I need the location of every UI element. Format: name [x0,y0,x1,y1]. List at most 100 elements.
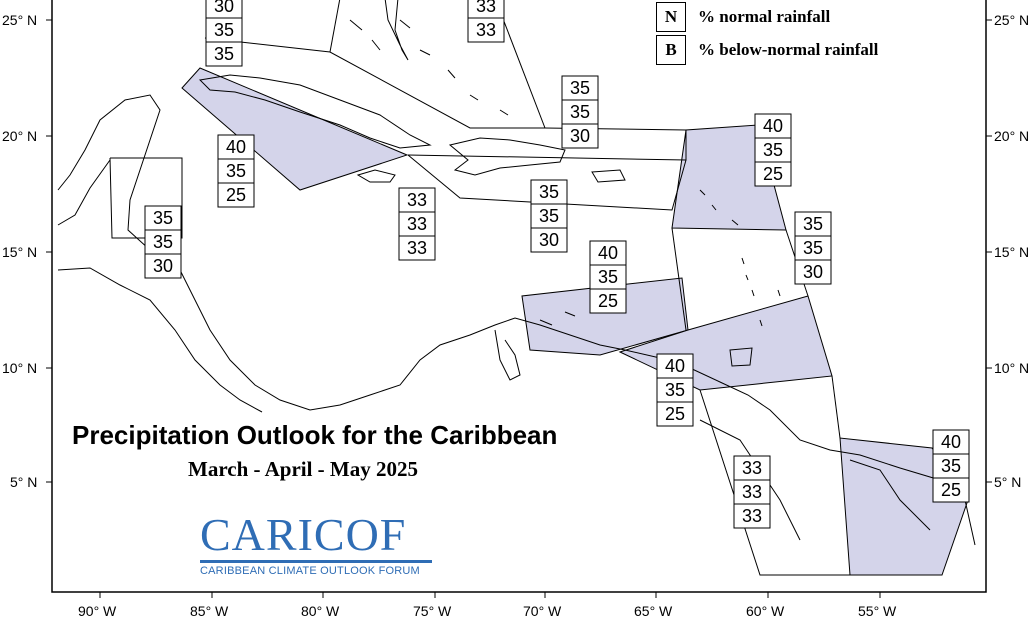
prob-box-jamaica-sea: 33 33 33 [398,187,436,261]
prob-cell-bg [217,182,255,208]
legend-label-normal: % normal rainfall [698,7,831,26]
coast-pacific [57,267,263,413]
prob-box-east-bahamas-tci: 35 35 30 [561,75,599,149]
prob-cell-value: 35 [803,214,823,234]
lat-left-20n: 20° N [2,128,37,144]
prob-cell-value: 40 [226,137,246,157]
region-boundaries [109,0,850,576]
prob-cell-bg [932,453,970,479]
prob-cell-bg [144,229,182,255]
prob-cell-bg [561,123,599,149]
prob-cell-value: 35 [803,238,823,258]
lat-left-10n: 10° N [2,360,37,376]
prob-cell-value: 40 [665,356,685,376]
prob-cell-bg [589,240,627,266]
legend-row-normal: N % normal rainfall [656,0,830,34]
logo-tagline: CARIBBEAN CLIMATE OUTLOOK FORUM [200,565,420,577]
lat-right-25n: 25° N [994,12,1029,28]
prob-cell-bg [733,455,771,481]
prob-cell-bg [561,99,599,125]
logo-wordmark: CARICOF [200,509,407,560]
prob-cell-value: 35 [941,456,961,476]
map-frame [51,0,987,593]
axis-left: 25° N 20° N 15° N 10° N 5° N [2,12,52,490]
prob-cell-bg [398,187,436,213]
prob-cell-bg [733,479,771,505]
islands-lesser-antilles [699,189,781,327]
prob-cell-value: 35 [226,161,246,181]
prob-cell-bg [144,253,182,279]
lon-label-85w: 85° W [190,603,229,619]
island-jamaica [356,169,396,183]
legend-row-below: B % below-normal rainfall [656,33,878,67]
below-normal-zones [181,67,969,576]
prob-cell-bg [932,477,970,503]
lat-left-25n: 25° N [2,12,37,28]
prob-cell-value: 33 [476,0,496,16]
map-subtitle: March - April - May 2025 [188,457,418,481]
prob-cell-bg [589,264,627,290]
prob-cell-bg [398,211,436,237]
prob-cell-bg [754,137,792,163]
prob-cell-value: 35 [570,102,590,122]
lon-label-55w: 55° W [858,603,897,619]
prob-cell-value: 33 [407,214,427,234]
legend-key-normal: N [656,2,686,32]
prob-cell-bg [144,205,182,231]
prob-box-abc-islands: 40 35 25 [589,240,627,314]
prob-cell-bg [754,161,792,187]
prob-box-windward-islands: 35 35 30 [794,211,832,285]
lon-label-90w: 90° W [78,603,117,619]
prob-cell-value: 35 [539,182,559,202]
zone-cuba-cayman [181,67,409,191]
prob-cell-value: 25 [665,404,685,424]
prob-box-bahamas-west: 30 35 35 [205,0,243,67]
lat-left-5n: 5° N [10,474,37,490]
prob-cell-value: 33 [407,190,427,210]
logo-rule [200,560,432,563]
prob-cell-value: 33 [742,506,762,526]
prob-cell-bg [794,211,832,237]
prob-cell-value: 35 [153,232,173,252]
prob-box-leeward-islands: 40 35 25 [754,113,792,187]
prob-box-trinidad-tobago: 40 35 25 [656,353,694,427]
prob-cell-value: 35 [763,140,783,160]
caricof-logo: CARICOF CARIBBEAN CLIMATE OUTLOOK FORUM [200,512,436,577]
prob-cell-value: 25 [598,291,618,311]
island-cuba [198,74,432,149]
lat-right-5n: 5° N [994,474,1021,490]
island-puerto-rico [591,169,626,183]
prob-cell-value: 33 [742,482,762,502]
coast-central-america [57,94,976,546]
prob-cell-value: 40 [941,432,961,452]
prob-cell-bg [205,17,243,43]
island-hispaniola [448,137,566,176]
prob-cell-bg [467,17,505,43]
prob-cell-value: 35 [153,208,173,228]
prob-box-hispaniola-pr: 35 35 30 [530,179,568,253]
prob-cell-value: 35 [214,20,234,40]
lon-label-60w: 60° W [746,603,785,619]
prob-box-suriname-guiana: 40 35 25 [932,429,970,503]
prob-cell-value: 35 [214,44,234,64]
prob-cell-bg [589,288,627,314]
lon-label-80w: 80° W [301,603,340,619]
prob-cell-bg [530,227,568,253]
coast-lake-maracaibo [494,329,521,381]
coast-florida [384,0,409,61]
prob-cell-value: 30 [214,0,234,16]
lon-label-65w: 65° W [634,603,673,619]
lat-right-15n: 15° N [994,244,1029,260]
legend-key-below: B [656,35,686,65]
prob-cell-bg [561,75,599,101]
prob-cell-value: 33 [742,458,762,478]
prob-cell-value: 40 [763,116,783,136]
prob-cell-value: 35 [539,206,559,226]
prob-cell-bg [205,41,243,67]
zone-abc [521,277,689,356]
prob-cell-bg [530,203,568,229]
axis-right: 25° N 20° N 15° N 10° N 5° N [986,12,1029,490]
prob-cell-value: 30 [153,256,173,276]
prob-cell-bg [794,235,832,261]
